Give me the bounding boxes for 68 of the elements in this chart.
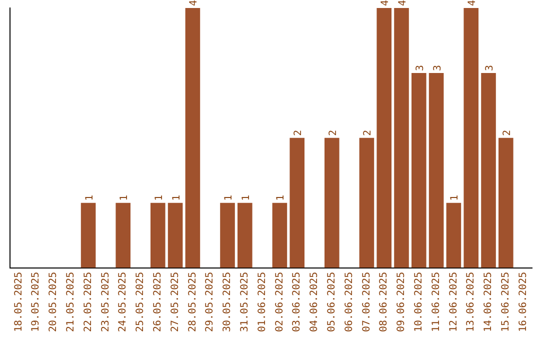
- data-label: 1: [240, 194, 252, 201]
- data-label: 3: [432, 64, 444, 71]
- data-label: 1: [154, 194, 165, 201]
- data-label: 3: [414, 64, 426, 71]
- x-tick-label: 13.06.2025: [466, 272, 477, 332]
- x-tick-label: 22.05.2025: [82, 272, 94, 332]
- bar: [359, 138, 374, 268]
- x-tick-label: 06.06.2025: [344, 272, 355, 332]
- x-tick-label: 04.06.2025: [309, 272, 320, 332]
- bar: [324, 138, 340, 268]
- bar: [498, 138, 514, 268]
- bar: [376, 8, 392, 268]
- x-tick-label: 24.05.2025: [118, 272, 129, 332]
- bar: [394, 8, 409, 268]
- x-tick-label: 16.06.2025: [518, 272, 529, 332]
- x-tick-label: 27.05.2025: [170, 272, 181, 332]
- data-label: 1: [84, 194, 96, 201]
- data-label: 1: [119, 194, 130, 201]
- x-tick-label: 15.06.2025: [500, 272, 512, 332]
- x-tick-label: 14.06.2025: [483, 272, 494, 332]
- x-tick-label: 20.05.2025: [48, 272, 60, 332]
- x-tick-label: 07.06.2025: [361, 272, 372, 332]
- x-tick-label: 31.05.2025: [239, 272, 250, 332]
- bar: [412, 72, 426, 268]
- x-tick-label: 25.05.2025: [135, 272, 146, 332]
- x-tick-label: 03.06.2025: [292, 272, 303, 332]
- x-tick-label: 10.06.2025: [413, 272, 424, 332]
- bar: [185, 8, 200, 268]
- data-label: 3: [484, 64, 496, 71]
- data-label: 2: [293, 130, 304, 136]
- x-tick-label: 09.06.2025: [396, 272, 408, 332]
- x-tick-label: 01.06.2025: [256, 272, 268, 332]
- data-label: 2: [502, 130, 513, 136]
- x-tick-label: 12.06.2025: [448, 272, 460, 332]
- data-label: 1: [224, 194, 234, 201]
- x-tick-label: 18.05.2025: [13, 272, 24, 332]
- x-tick-label: 28.05.2025: [187, 272, 198, 332]
- bar: [481, 72, 496, 268]
- x-tick-label: 30.05.2025: [222, 272, 234, 332]
- bar: [168, 202, 183, 268]
- data-label: 4: [188, 0, 200, 6]
- data-label: 1: [276, 194, 287, 201]
- x-tick-label: 21.05.2025: [65, 272, 76, 332]
- data-label: 2: [328, 130, 339, 136]
- bar: [446, 202, 462, 268]
- x-tick-label: 11.06.2025: [430, 272, 442, 332]
- data-label: 2: [362, 130, 374, 136]
- bar: [220, 202, 235, 268]
- bar: [464, 8, 478, 268]
- data-label: 4: [380, 0, 392, 6]
- x-tick-label: 02.06.2025: [274, 272, 286, 332]
- bar: [428, 72, 444, 268]
- x-tick-label: 05.06.2025: [326, 272, 338, 332]
- data-label: 1: [450, 194, 461, 201]
- bar: [272, 202, 288, 268]
- data-label: 4: [467, 0, 478, 6]
- bar: [80, 202, 96, 268]
- bar: [290, 138, 304, 268]
- bar: [150, 202, 166, 268]
- x-tick-label: 08.06.2025: [378, 272, 390, 332]
- data-label: 4: [398, 0, 408, 6]
- x-tick-label: 23.05.2025: [100, 272, 112, 332]
- bar: [116, 202, 130, 268]
- x-tick-label: 29.05.2025: [204, 272, 216, 332]
- data-label: 1: [171, 194, 182, 201]
- x-tick-label: 26.05.2025: [152, 272, 164, 332]
- x-tick-label: 19.05.2025: [30, 272, 42, 332]
- bar: [238, 202, 252, 268]
